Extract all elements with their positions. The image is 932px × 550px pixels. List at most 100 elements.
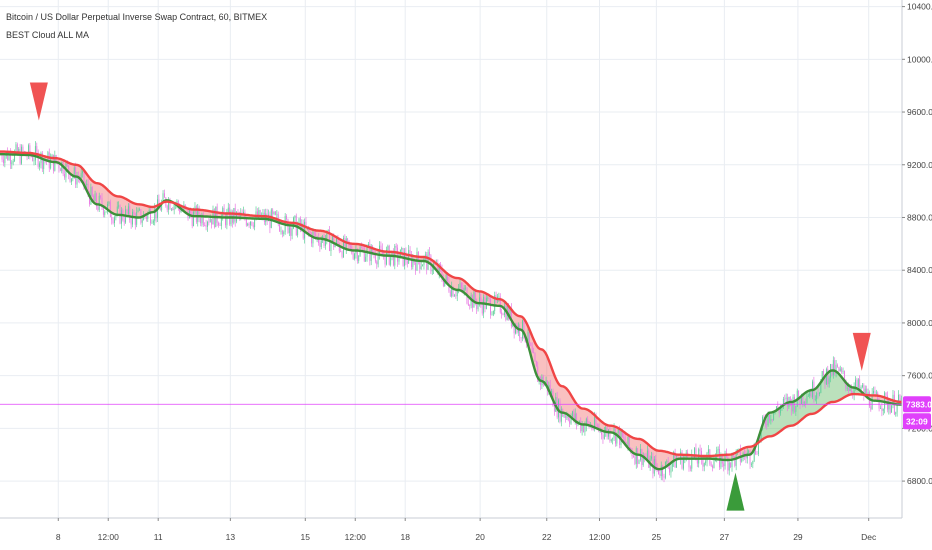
- time-tick-label: 12:00: [589, 532, 611, 542]
- candle-body: [571, 411, 573, 417]
- price-tick-label: 9600.0: [907, 107, 932, 117]
- candle-body: [126, 209, 128, 214]
- price-candle: [498, 292, 500, 302]
- candle-body: [805, 402, 807, 403]
- price-candle: [699, 444, 701, 455]
- candle-body: [745, 455, 747, 459]
- candle-body: [828, 378, 830, 385]
- price-candle: [377, 250, 379, 268]
- time-tick-label: 15: [301, 532, 311, 542]
- candle-body: [488, 297, 490, 300]
- price-candle: [674, 448, 676, 468]
- price-candle: [201, 212, 203, 227]
- price-candle: [880, 405, 881, 409]
- price-candle: [480, 293, 482, 308]
- candle-body: [427, 251, 429, 270]
- price-candle: [488, 296, 490, 303]
- price-candle: [469, 304, 471, 310]
- price-candle: [447, 274, 448, 283]
- price-candle: [769, 412, 770, 424]
- candle-body: [487, 297, 489, 299]
- candle-body: [209, 218, 211, 223]
- price-candle: [565, 413, 566, 423]
- price-candle: [610, 438, 612, 443]
- candle-body: [137, 209, 139, 213]
- candle-body: [220, 215, 222, 226]
- candle-body: [515, 325, 516, 334]
- candle-body: [11, 162, 13, 164]
- candle-body: [784, 398, 786, 400]
- candle-body: [365, 256, 367, 262]
- price-candle: [395, 243, 397, 253]
- candle-body: [384, 256, 386, 265]
- candle-body: [233, 208, 235, 223]
- time-axis[interactable]: 8 12:00 11 13 15 12:00 18 20 22 12:00 25 27 29 Dec: [0, 517, 932, 550]
- price-candle: [324, 234, 326, 250]
- candle-body: [752, 460, 754, 464]
- candle-body: [465, 287, 467, 289]
- price-candle: [818, 391, 820, 397]
- candle-body: [669, 467, 671, 473]
- sell-signal-marker: [852, 332, 871, 371]
- price-candle: [59, 167, 61, 172]
- cloud-segment-bear: [174, 203, 757, 470]
- candle-body: [170, 208, 172, 210]
- price-candle: [531, 342, 533, 353]
- candle-body: [702, 459, 704, 467]
- price-candle: [676, 455, 677, 468]
- price-candle: [499, 293, 501, 314]
- price-candle: [291, 226, 293, 240]
- candle-body: [513, 323, 515, 334]
- candle-body: [467, 303, 469, 306]
- candle-body: [612, 438, 614, 440]
- slow-ma-line: [0, 150, 902, 458]
- candle-body: [259, 210, 261, 220]
- candle-body: [635, 448, 637, 464]
- candle-body: [862, 385, 863, 388]
- price-candle: [642, 452, 644, 467]
- price-candle: [816, 391, 818, 405]
- time-tick-label: 12:00: [345, 532, 367, 542]
- candle-body: [431, 269, 433, 272]
- candle-body: [95, 193, 97, 207]
- candle-body: [842, 371, 844, 372]
- candle-body: [405, 252, 407, 262]
- price-candle: [4, 154, 6, 168]
- candle-body: [198, 207, 200, 219]
- candle-body: [587, 418, 589, 422]
- candle-body: [835, 364, 837, 374]
- price-candle: [280, 226, 282, 235]
- price-axis-background: [902, 0, 932, 550]
- price-axis[interactable]: 10400.0 10000.0 9600.0 9200.0 8800.0 8400.0 80…: [901, 0, 932, 550]
- candle-body: [200, 218, 201, 224]
- candle-body: [130, 219, 132, 225]
- price-candle: [837, 363, 838, 368]
- price-candle: [487, 295, 489, 302]
- candle-body: [846, 387, 848, 389]
- candle-body: [455, 295, 457, 297]
- candle-body: [374, 255, 376, 262]
- candle-body: [64, 173, 65, 178]
- candle-body: [386, 249, 387, 265]
- candle-body: [880, 407, 881, 409]
- candle-body: [139, 209, 140, 211]
- price-candle: [553, 404, 555, 416]
- candle-body: [791, 401, 793, 412]
- price-candle: [351, 243, 353, 255]
- price-candle: [283, 230, 285, 237]
- price-candle: [269, 211, 271, 234]
- candle-body: [202, 214, 204, 225]
- candle-body: [713, 461, 715, 468]
- candle-body: [681, 451, 683, 469]
- candle-body: [609, 430, 611, 441]
- price-candle: [250, 221, 251, 229]
- candle-body: [275, 211, 276, 215]
- candle-body: [93, 195, 95, 202]
- price-candle: [834, 357, 836, 376]
- price-candle: [828, 376, 830, 388]
- candle-body: [584, 426, 586, 433]
- price-candle: [416, 247, 418, 271]
- candle-body: [331, 236, 333, 242]
- price-candle: [782, 396, 784, 410]
